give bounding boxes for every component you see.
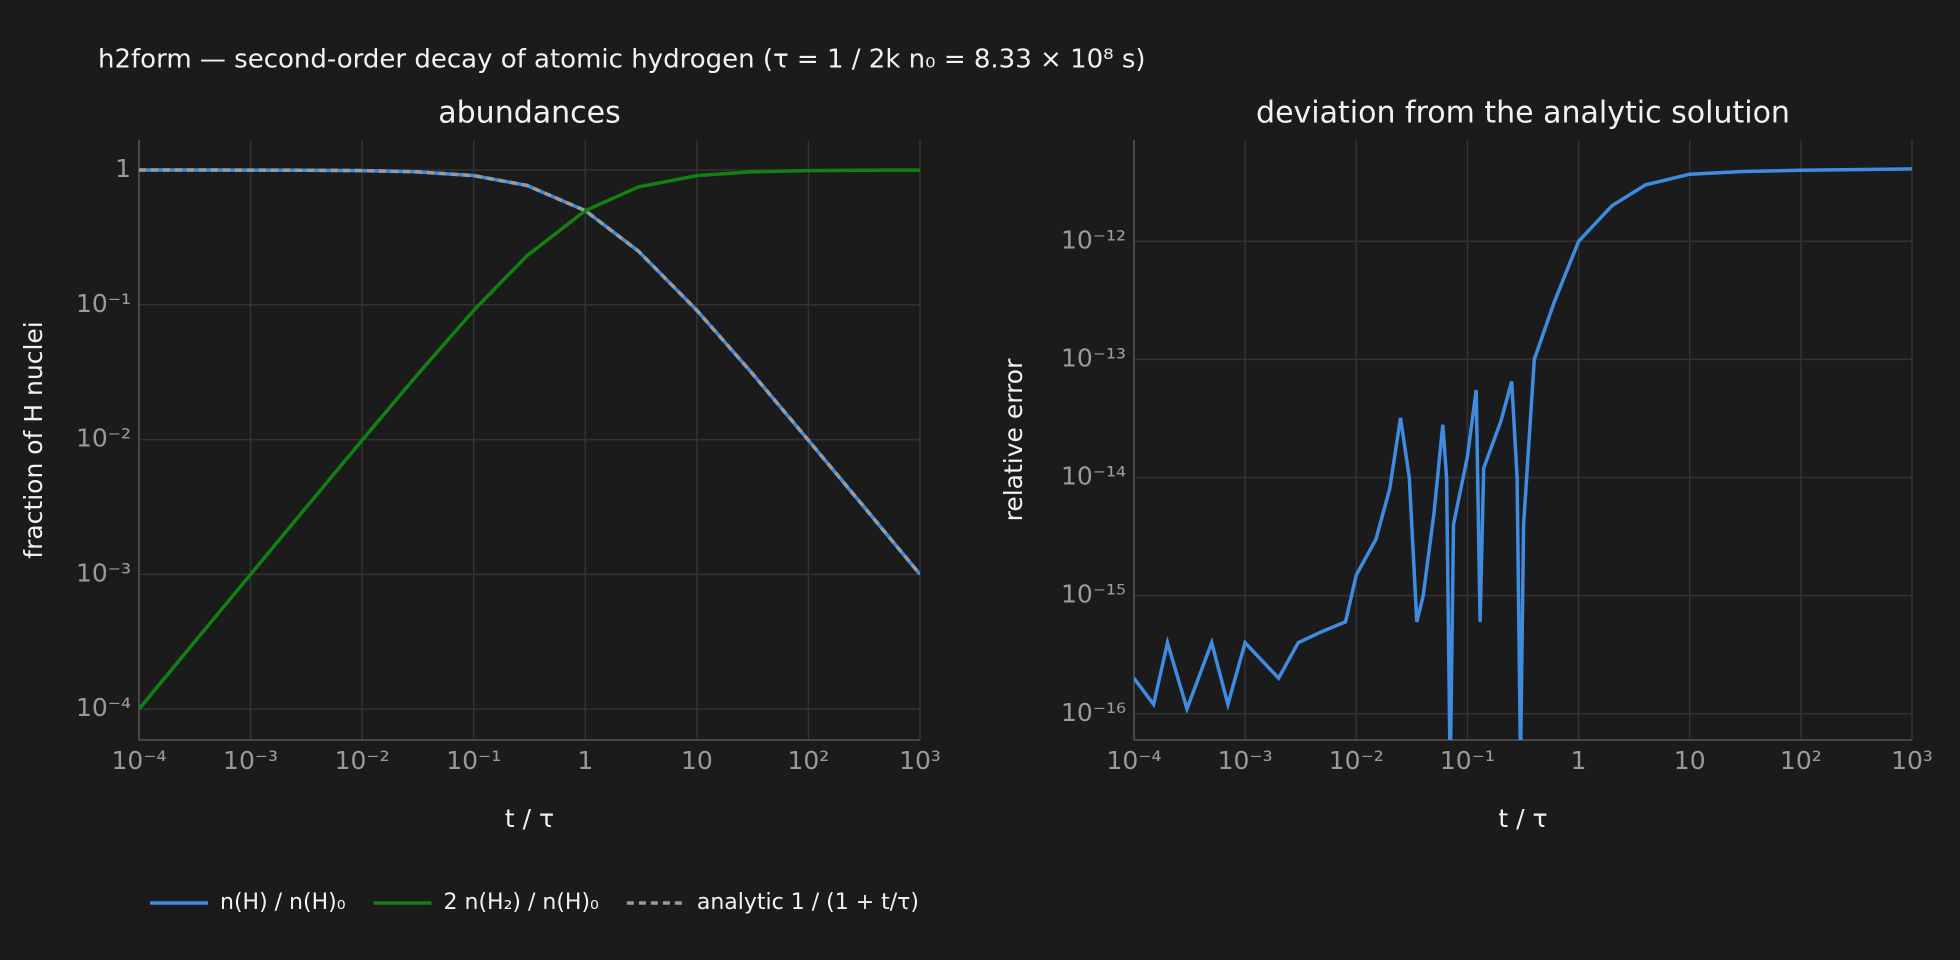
y-tick-label: 10⁻² xyxy=(76,424,131,453)
x-tick-label: 10⁻⁴ xyxy=(1106,746,1161,775)
x-tick-label: 10⁻² xyxy=(1329,746,1384,775)
legend-label: analytic 1 / (1 + t/τ) xyxy=(697,890,919,915)
y-axis-title: fraction of H nuclei xyxy=(19,321,48,558)
x-tick-label: 1 xyxy=(1571,746,1587,775)
series-line xyxy=(1134,167,1912,740)
x-tick-label: 1 xyxy=(577,746,593,775)
y-tick-label: 10⁻¹⁴ xyxy=(1061,462,1126,491)
y-tick-label: 1 xyxy=(115,154,131,183)
x-tick-label: 10² xyxy=(1780,746,1822,775)
x-tick-label: 10⁻³ xyxy=(1218,746,1273,775)
y-tick-label: 10⁻¹⁵ xyxy=(1061,580,1126,609)
series-line xyxy=(139,168,920,711)
x-tick-label: 10⁻¹ xyxy=(1440,746,1495,775)
x-tick-label: 10³ xyxy=(1891,746,1933,775)
figure-title: h2form — second-order decay of atomic hy… xyxy=(98,45,1146,75)
x-axis-title: t / τ xyxy=(1498,804,1547,833)
x-tick-label: 10² xyxy=(788,746,830,775)
y-tick-label: 10⁻¹⁶ xyxy=(1061,698,1126,727)
legend-label: n(H) / n(H)₀ xyxy=(220,890,346,915)
x-tick-label: 10⁻² xyxy=(335,746,390,775)
x-tick-label: 10 xyxy=(1674,746,1706,775)
x-tick-label: 10⁻⁴ xyxy=(111,746,166,775)
legend-label: 2 n(H₂) / n(H)₀ xyxy=(444,890,600,915)
x-tick-label: 10 xyxy=(681,746,713,775)
x-tick-label: 10³ xyxy=(899,746,941,775)
series-line xyxy=(139,168,920,576)
subplot-title: abundances xyxy=(438,96,620,131)
y-tick-label: 10⁻¹ xyxy=(76,289,131,318)
y-tick-label: 10⁻⁴ xyxy=(76,693,131,722)
subplot-title: deviation from the analytic solution xyxy=(1256,96,1790,131)
y-axis-title: relative error xyxy=(999,358,1028,521)
x-tick-label: 10⁻¹ xyxy=(446,746,501,775)
x-tick-label: 10⁻³ xyxy=(223,746,278,775)
series-line xyxy=(139,168,920,576)
y-tick-label: 10⁻³ xyxy=(76,558,131,587)
y-tick-label: 10⁻¹³ xyxy=(1061,343,1126,372)
y-tick-label: 10⁻¹² xyxy=(1061,225,1126,254)
x-axis-title: t / τ xyxy=(505,804,554,833)
